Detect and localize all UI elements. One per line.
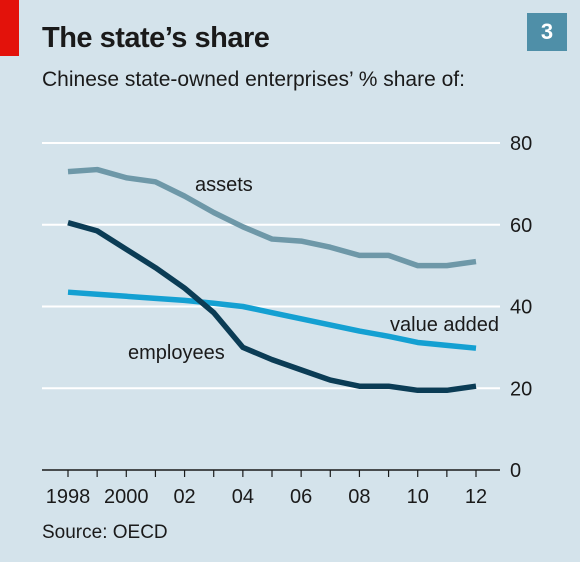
x-tick-label: 10 [407, 486, 429, 508]
series-label-value-added: value added [390, 314, 499, 336]
accent-tag [0, 0, 19, 56]
chart-subtitle: Chinese state-owned enterprises’ % share… [42, 68, 465, 91]
series-line-employees [67, 220, 477, 394]
y-tick-label: 20 [510, 378, 532, 400]
y-tick-label: 60 [510, 215, 532, 237]
x-tick-label: 06 [290, 486, 312, 508]
x-tick-label: 02 [173, 486, 195, 508]
series-labels: assets value added employees [128, 174, 499, 364]
x-axis: 1998 2000 02 04 06 08 10 12 [42, 469, 500, 508]
x-tick-label: 12 [465, 486, 487, 508]
series-line-value-added [67, 289, 477, 351]
y-tick-label: 80 [510, 133, 532, 155]
source-note: Source: OECD [42, 522, 168, 543]
series-label-employees: employees [128, 342, 225, 364]
chart-number-badge: 3 [527, 13, 567, 51]
y-tick-label: 40 [510, 297, 532, 319]
y-axis-ticks: 0 20 40 60 80 [510, 133, 532, 482]
chart-title: The state’s share [42, 22, 270, 54]
y-tick-label: 0 [510, 460, 521, 482]
x-tick-label: 2000 [104, 486, 149, 508]
series-line-assets [67, 166, 477, 269]
x-tick-label: 08 [348, 486, 370, 508]
series-label-assets: assets [195, 174, 253, 196]
x-tick-label: 04 [232, 486, 254, 508]
x-tick-label: 1998 [46, 486, 91, 508]
series-lines [67, 166, 477, 394]
